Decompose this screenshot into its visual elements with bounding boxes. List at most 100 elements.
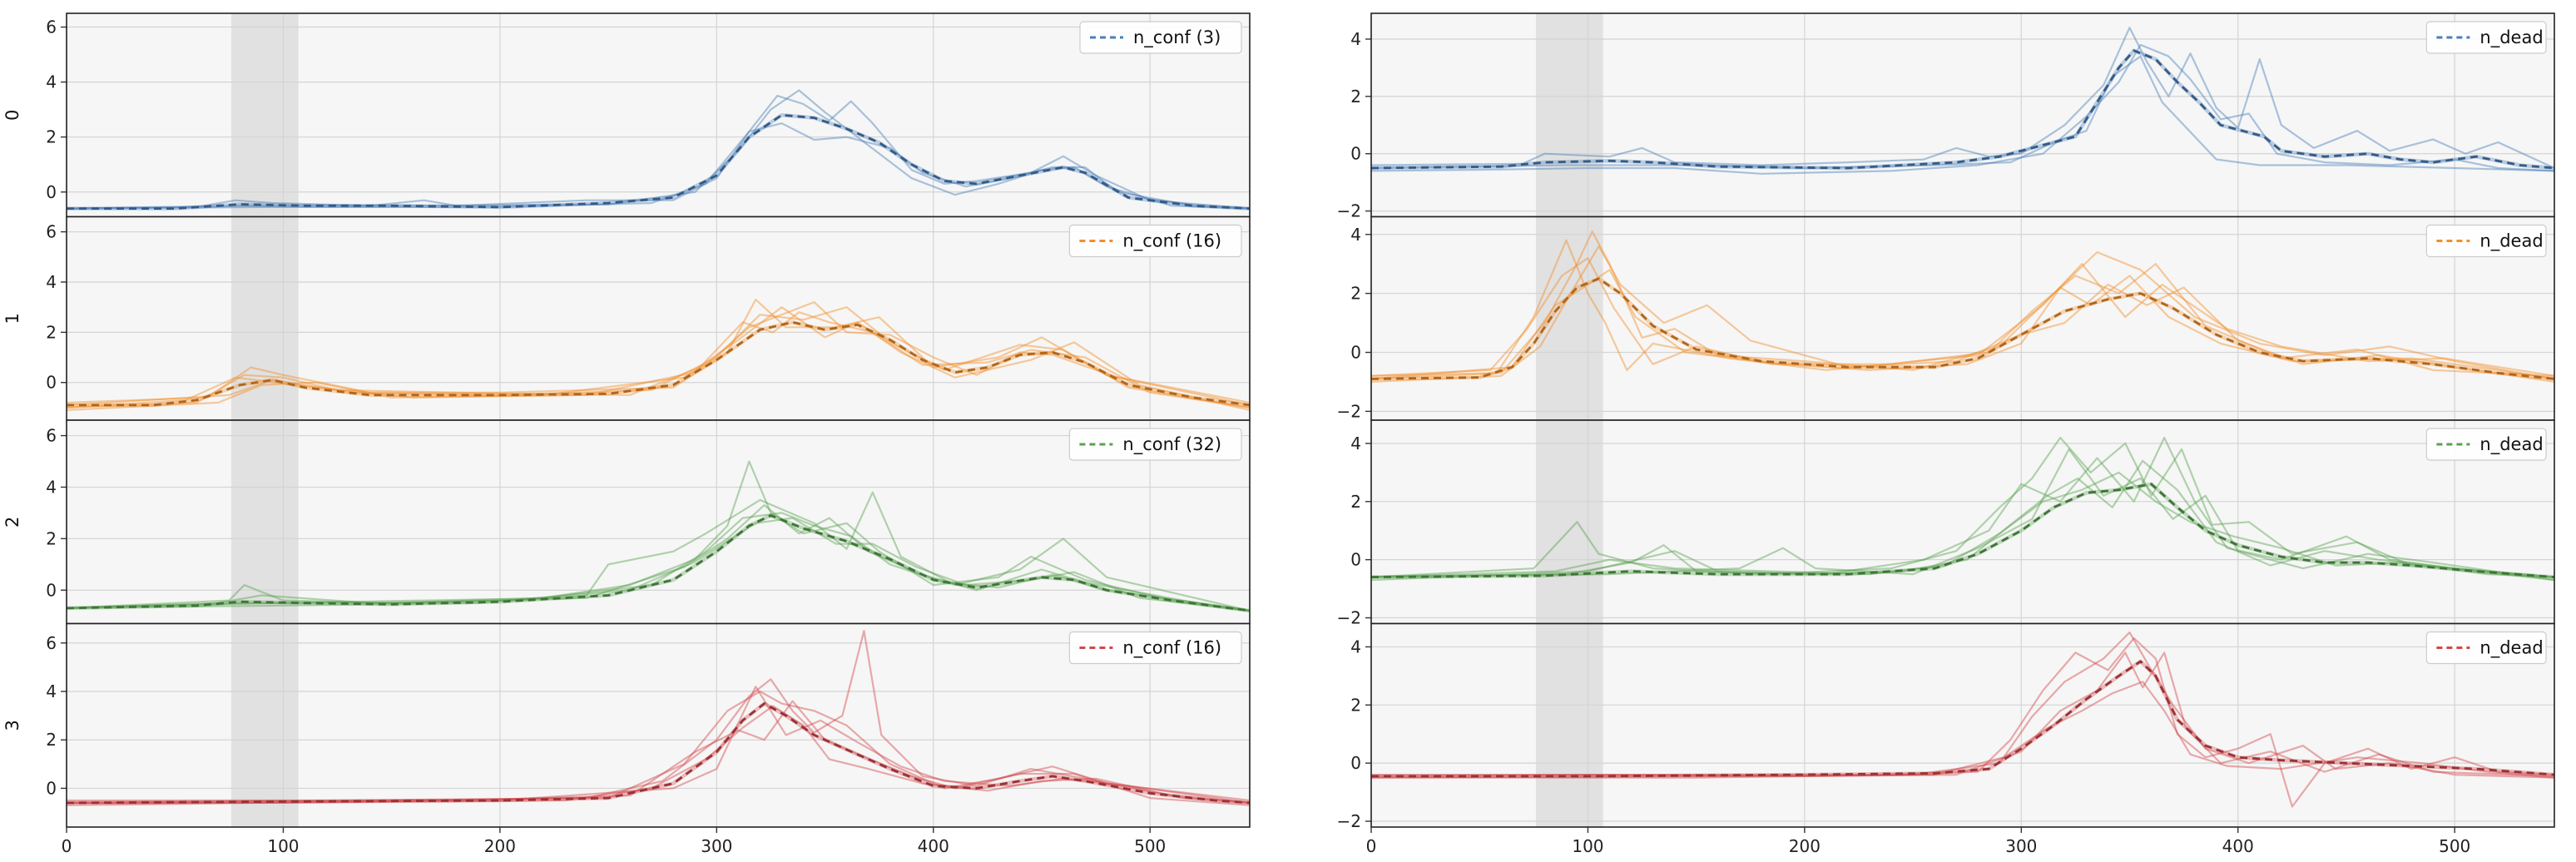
- legend-label: n_dead: [2479, 27, 2543, 48]
- panel-left-0: 0 2 4 6 0 n_conf (3): [2, 12, 1251, 218]
- y-tick-label: 0: [1350, 144, 1361, 164]
- y-tick-label: −2: [1337, 608, 1361, 628]
- trace-line-4: [1371, 471, 2554, 578]
- x-axis: 0 100 200 300 400 500: [1366, 827, 2470, 856]
- series-traces: [67, 460, 1250, 613]
- y-tick-label: 4: [46, 72, 57, 92]
- trace-line-4: [67, 311, 1250, 409]
- highlight-band: [230, 13, 299, 217]
- y-tick-label: 4: [1350, 433, 1361, 453]
- trace-line-3: [1371, 269, 2554, 380]
- trace-line-1: [67, 299, 1250, 404]
- y-tick-label: 2: [1350, 87, 1361, 107]
- x-tick-label: 100: [267, 836, 299, 856]
- y-tick-label: 2: [1350, 492, 1361, 512]
- x-tick-label: 0: [1366, 836, 1377, 856]
- trace-line-0: [1371, 27, 2554, 170]
- highlight-band: [1535, 13, 1603, 217]
- y-tick-label: 0: [1350, 753, 1361, 773]
- y-tick-label: 6: [46, 633, 57, 653]
- panel-left-1: 0 2 4 6 1 n_conf (16): [2, 216, 1251, 421]
- legend-box: [2425, 21, 2547, 54]
- legend: n_dead: [2425, 631, 2547, 665]
- y-tick-label: −2: [1337, 201, 1361, 221]
- row-label: 0: [2, 110, 22, 121]
- y-tick-label: 4: [1350, 637, 1361, 656]
- y-tick-label: 2: [46, 528, 57, 548]
- y-tick-label: 2: [46, 127, 57, 147]
- y-tick-label: 2: [1350, 695, 1361, 715]
- trace-line-0: [1371, 230, 2554, 380]
- x-tick-label: 0: [62, 836, 72, 856]
- legend: n_dead: [2425, 224, 2547, 258]
- mean-line: [67, 514, 1250, 612]
- trace-line-0: [67, 306, 1250, 409]
- mean-line: [1371, 483, 2554, 578]
- y-tick-label: 0: [46, 373, 57, 393]
- trace-line-0: [67, 460, 1250, 612]
- legend-label: n_dead: [2479, 231, 2543, 252]
- trace-line-0: [1371, 637, 2554, 808]
- mean-line: [67, 702, 1250, 805]
- series-traces: [67, 299, 1250, 411]
- legend: n_conf (16): [1068, 631, 1242, 665]
- trace-line-0: [67, 630, 1250, 804]
- trace-line-1: [1371, 257, 2554, 377]
- y-tick-label: 6: [46, 17, 57, 37]
- mean-line: [1371, 49, 2554, 170]
- trace-line-2: [67, 122, 1250, 210]
- mean-line: [67, 320, 1250, 407]
- legend-label: n_dead: [2479, 638, 2543, 659]
- trace-line-2: [1371, 245, 2554, 383]
- legend-box: [1079, 21, 1242, 54]
- series-traces: [1371, 27, 2554, 175]
- trace-line-0: [1371, 436, 2554, 578]
- y-tick-label: 4: [46, 477, 57, 497]
- panel-right-3: −2 0 2 4 n_dead: [1337, 622, 2555, 831]
- highlight-band: [230, 623, 299, 827]
- x-tick-label: 200: [1789, 836, 1821, 856]
- series-traces: [1371, 230, 2554, 383]
- legend-box: [2425, 428, 2547, 461]
- x-tick-label: 500: [1134, 836, 1166, 856]
- legend-label: n_conf (16): [1122, 231, 1221, 252]
- legend-label: n_conf (32): [1122, 434, 1221, 455]
- y-tick-label: 0: [1350, 550, 1361, 570]
- mean-line: [67, 113, 1250, 210]
- row-label: 1: [2, 313, 22, 324]
- series-traces: [1371, 436, 2554, 582]
- legend-box: [1068, 224, 1242, 258]
- highlight-band: [230, 216, 299, 420]
- series-traces: [67, 630, 1250, 806]
- trace-line-3: [67, 512, 1250, 612]
- panel-frame: [1370, 622, 2555, 828]
- trace-line-2: [1371, 459, 2554, 578]
- x-tick-label: 200: [484, 836, 516, 856]
- y-tick-label: 0: [1350, 343, 1361, 363]
- panel-right-2: −2 0 2 4 n_dead: [1337, 419, 2555, 628]
- mean-line: [1371, 277, 2554, 380]
- panel-right-0: −2 0 2 4 n_dead: [1337, 12, 2555, 221]
- trace-line-4: [1371, 239, 2554, 377]
- highlight-band: [1535, 623, 1603, 827]
- mean-line: [1371, 660, 2554, 778]
- panel-frame: [66, 622, 1251, 828]
- legend: n_conf (32): [1068, 428, 1242, 461]
- highlight-band: [1535, 216, 1603, 420]
- legend-box: [2425, 631, 2547, 665]
- panel-left-2: 0 2 4 6 2 n_conf (32): [2, 419, 1251, 625]
- trace-line-1: [1371, 436, 2554, 582]
- legend-label: n_conf (3): [1133, 27, 1221, 48]
- x-tick-label: 400: [2222, 836, 2254, 856]
- legend-label: n_dead: [2479, 434, 2543, 455]
- series-traces: [67, 89, 1250, 211]
- legend: n_dead: [2425, 21, 2547, 54]
- trace-line-1: [1371, 631, 2554, 779]
- y-tick-label: 4: [1350, 225, 1361, 245]
- trace-line-3: [1371, 681, 2554, 779]
- y-tick-label: 0: [46, 580, 57, 600]
- trace-line-4: [67, 686, 1250, 804]
- legend-box: [1068, 428, 1242, 461]
